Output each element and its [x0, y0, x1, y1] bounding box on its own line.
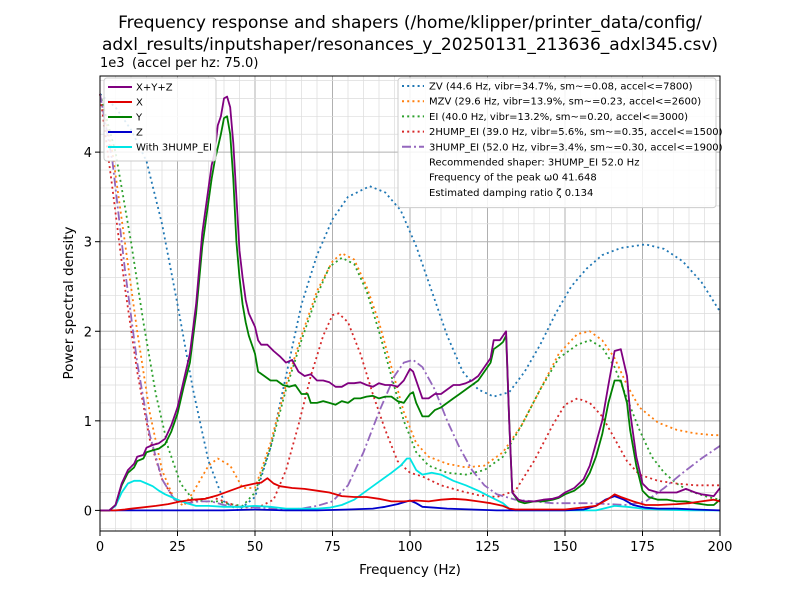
x-tick-label: 0 [96, 540, 104, 555]
series-line-x-y-z [100, 95, 721, 512]
legend-info-line: Estimated damping ratio ζ 0.134 [429, 188, 593, 199]
chart-title-line-1: Frequency response and shapers (/home/kl… [118, 13, 702, 33]
legend-entry: X [136, 98, 143, 109]
x-tick-label: 25 [169, 540, 186, 555]
legend-entry: With 3HUMP_EI [136, 143, 212, 154]
legend-entry: MZV (29.6 Hz, vibr=13.9%, sm~=0.23, acce… [429, 97, 701, 108]
chart-title-line-2: adxl_results/inputshaper/resonances_y_20… [102, 35, 718, 55]
series-line-z [100, 495, 721, 512]
x-tick-label: 125 [475, 540, 500, 555]
legend-info-line: Frequency of the peak ω0 41.648 [429, 173, 597, 184]
legend-info-line: Recommended shaper: 3HUMP_EI 52.0 Hz [429, 158, 639, 169]
y-tick-label: 3 [84, 236, 92, 251]
psd-legend: X+Y+Z XYZ With 3HUMP_EI [103, 77, 217, 162]
y-multiplier-label: 1e3 [100, 56, 125, 71]
x-tick-label: 200 [708, 540, 733, 555]
axis-ticks: 0 25 50 75 100 125 150 175 200 0 1 2 3 4 [84, 146, 733, 555]
series-line-x [100, 477, 721, 512]
legend-entry: 2HUMP_EI (39.0 Hz, vibr=5.6%, sm~=0.35, … [429, 127, 723, 138]
x-tick-label: 100 [398, 540, 423, 555]
x-axis-label: Frequency (Hz) [359, 562, 461, 578]
y-tick-label: 0 [84, 504, 92, 519]
series-line-2hump-ei [99, 93, 720, 509]
legend-entry: 3HUMP_EI (52.0 Hz, vibr=3.4%, sm~=0.30, … [429, 142, 723, 153]
legend-entry: Y [135, 113, 143, 124]
y-tick-label: 2 [84, 325, 92, 340]
series-line-mzv [99, 93, 720, 507]
x-tick-label: 75 [324, 540, 341, 555]
shaper-legend: ZV (44.6 Hz, vibr=34.7%, sm~=0.08, accel… [397, 77, 723, 209]
legend-entry: ZV (44.6 Hz, vibr=34.7%, sm~=0.08, accel… [429, 82, 693, 93]
series-line-y [100, 115, 721, 512]
legend-entry: EI (40.0 Hz, vibr=13.2%, sm~=0.20, accel… [429, 112, 688, 123]
series-layer [99, 93, 721, 512]
psd-legend-box [103, 77, 217, 162]
y-axis-label: Power spectral density [61, 226, 77, 379]
x-tick-label: 50 [247, 540, 264, 555]
shaper-legend-box [397, 77, 717, 209]
y-tick-label: 4 [84, 146, 92, 161]
y-extra-label: (accel per hz: 75.0) [132, 56, 258, 71]
legend-entry: X+Y+Z [136, 83, 173, 94]
y-tick-label: 1 [84, 415, 92, 430]
legend-entry: Z [136, 128, 143, 139]
x-tick-label: 150 [553, 540, 578, 555]
x-tick-label: 175 [630, 540, 655, 555]
